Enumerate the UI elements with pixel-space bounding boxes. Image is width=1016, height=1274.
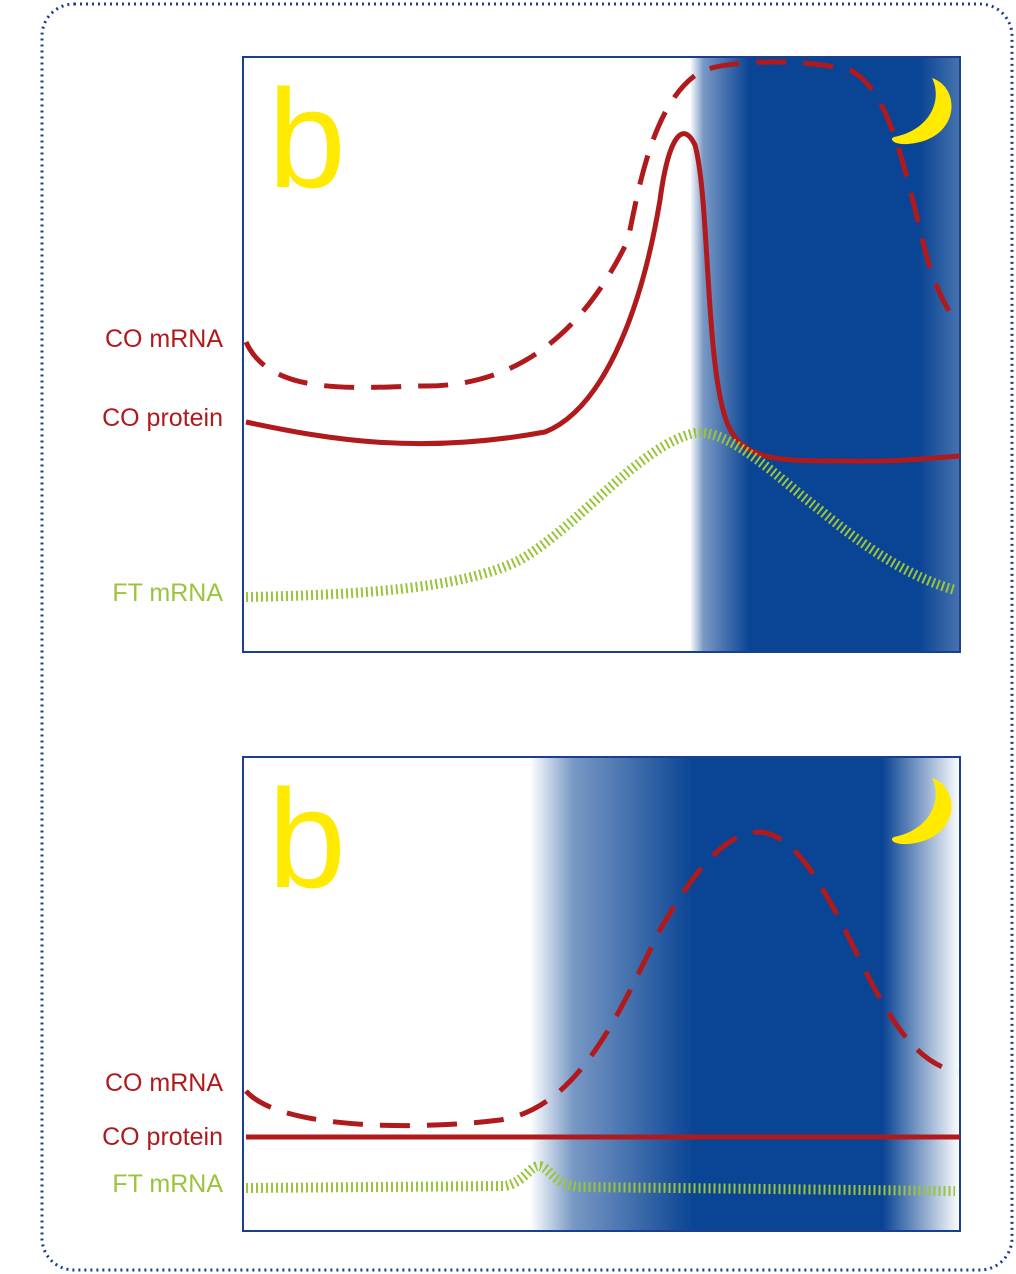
- label-ft-mrna: FT mRNA: [112, 579, 223, 607]
- moon-icon: [891, 78, 952, 145]
- label-co-protein: CO protein: [102, 404, 223, 432]
- label-co-mrna: CO mRNA: [105, 325, 223, 353]
- moon-icon: [891, 778, 952, 845]
- co-mrna-curve: [244, 829, 959, 1129]
- co-mrna-curve: [243, 59, 961, 390]
- panel-bottom: b CO mRNA CO protein FT mRNA: [102, 756, 961, 1232]
- panel-border: [242, 756, 961, 1232]
- night-band: [690, 57, 960, 652]
- ft-mrna-curve: [245, 427, 957, 602]
- label-co-mrna: CO mRNA: [105, 1069, 223, 1097]
- panel-top: b CO mRNA CO protein FT mRNA: [102, 56, 961, 653]
- panel-letter: b: [268, 760, 346, 917]
- label-co-protein: CO protein: [102, 1123, 223, 1151]
- panel-letter: b: [268, 60, 346, 217]
- ft-mrna-curve: [245, 1161, 956, 1196]
- co-protein-curve: [245, 131, 961, 464]
- panel-border: [242, 56, 961, 653]
- label-ft-mrna: FT mRNA: [112, 1170, 223, 1198]
- night-band: [530, 757, 960, 1231]
